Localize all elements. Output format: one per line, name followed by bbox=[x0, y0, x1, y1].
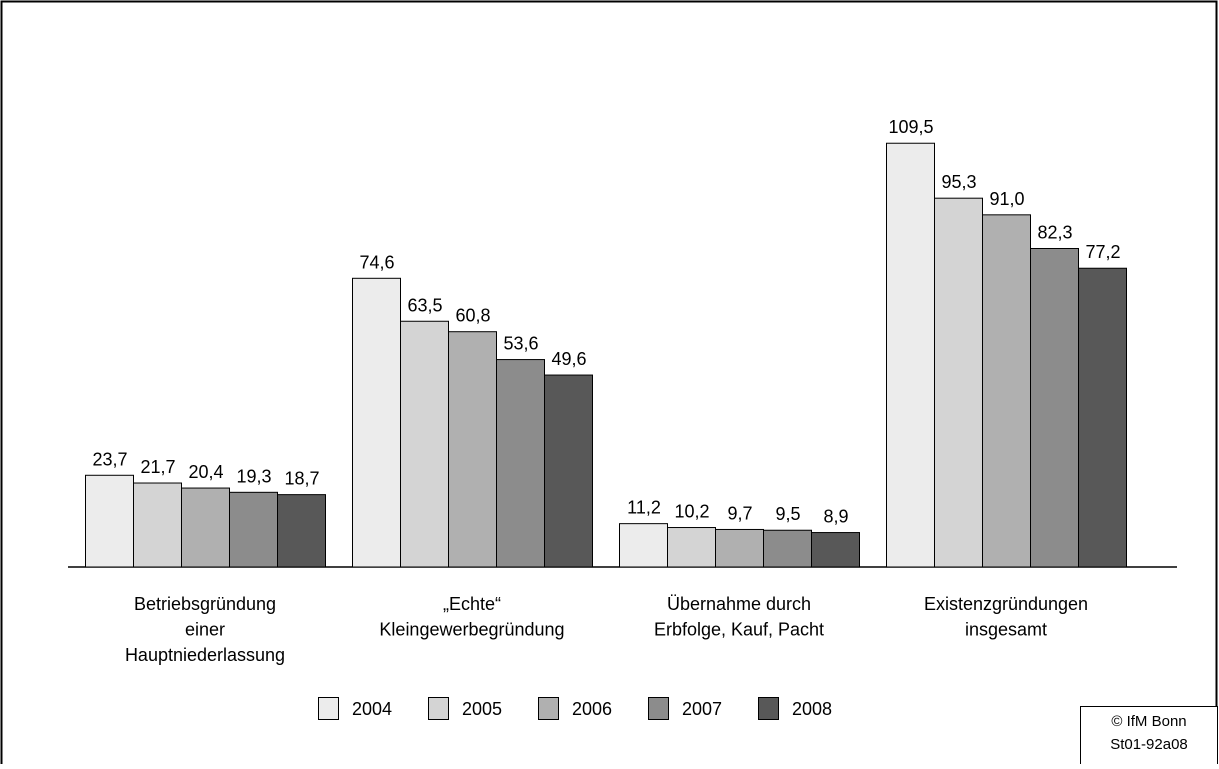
value-label: 63,5 bbox=[407, 295, 442, 315]
value-label: 10,2 bbox=[674, 502, 709, 522]
category-label: Übernahme durch bbox=[667, 594, 811, 614]
legend-swatch bbox=[428, 697, 449, 720]
value-label: 95,3 bbox=[941, 172, 976, 192]
category-label: Erbfolge, Kauf, Pacht bbox=[654, 620, 824, 640]
value-label: 91,0 bbox=[989, 189, 1024, 209]
value-label: 20,4 bbox=[188, 462, 223, 482]
bar bbox=[811, 532, 860, 568]
bar bbox=[496, 359, 545, 568]
legend-label: 2007 bbox=[682, 699, 722, 719]
legend-label: 2005 bbox=[462, 699, 502, 719]
value-label: 19,3 bbox=[236, 466, 271, 486]
bar bbox=[181, 487, 230, 568]
category-label: einer bbox=[185, 620, 225, 640]
category-label: Hauptniederlassung bbox=[125, 645, 285, 665]
legend-label: 2008 bbox=[792, 699, 832, 719]
value-label: 21,7 bbox=[140, 457, 175, 477]
bar bbox=[400, 320, 449, 568]
value-label: 77,2 bbox=[1085, 242, 1120, 262]
legend-swatch bbox=[648, 697, 669, 720]
legend-swatch bbox=[758, 697, 779, 720]
legend-label: 2006 bbox=[572, 699, 612, 719]
bar bbox=[667, 527, 716, 568]
value-label: 18,7 bbox=[284, 469, 319, 489]
bar bbox=[85, 474, 134, 568]
bar bbox=[352, 277, 401, 568]
bar bbox=[544, 374, 593, 568]
bar bbox=[448, 331, 497, 568]
value-label: 82,3 bbox=[1037, 222, 1072, 242]
bar bbox=[229, 491, 278, 568]
source-line: © IfM Bonn bbox=[1111, 713, 1186, 730]
bar bbox=[619, 523, 668, 568]
bar bbox=[277, 494, 326, 568]
legend-swatch bbox=[538, 697, 559, 720]
bar bbox=[934, 197, 983, 568]
value-label: 8,9 bbox=[823, 507, 848, 527]
bar bbox=[1030, 247, 1079, 568]
value-label: 9,5 bbox=[775, 504, 800, 524]
category-label: insgesamt bbox=[965, 620, 1047, 640]
bar bbox=[1078, 267, 1127, 568]
bar bbox=[886, 142, 935, 568]
source-line: St01-92a08 bbox=[1110, 736, 1188, 753]
bar bbox=[715, 528, 764, 568]
legend-label: 2004 bbox=[352, 699, 392, 719]
value-label: 109,5 bbox=[888, 117, 933, 137]
value-label: 53,6 bbox=[503, 334, 538, 354]
legend-swatch bbox=[318, 697, 339, 720]
category-label: Betriebsgründung bbox=[134, 594, 276, 614]
bar bbox=[763, 529, 812, 568]
bar bbox=[982, 214, 1031, 568]
value-label: 23,7 bbox=[92, 449, 127, 469]
source-box bbox=[1080, 706, 1218, 767]
value-label: 9,7 bbox=[727, 503, 752, 523]
value-label: 49,6 bbox=[551, 349, 586, 369]
value-label: 60,8 bbox=[455, 306, 490, 326]
category-label: Existenzgründungen bbox=[924, 594, 1088, 614]
category-label: „Echte“ bbox=[443, 594, 501, 614]
category-label: Kleingewerbegründung bbox=[379, 620, 564, 640]
bar bbox=[133, 482, 182, 568]
value-label: 74,6 bbox=[359, 252, 394, 272]
value-label: 11,2 bbox=[627, 498, 661, 518]
